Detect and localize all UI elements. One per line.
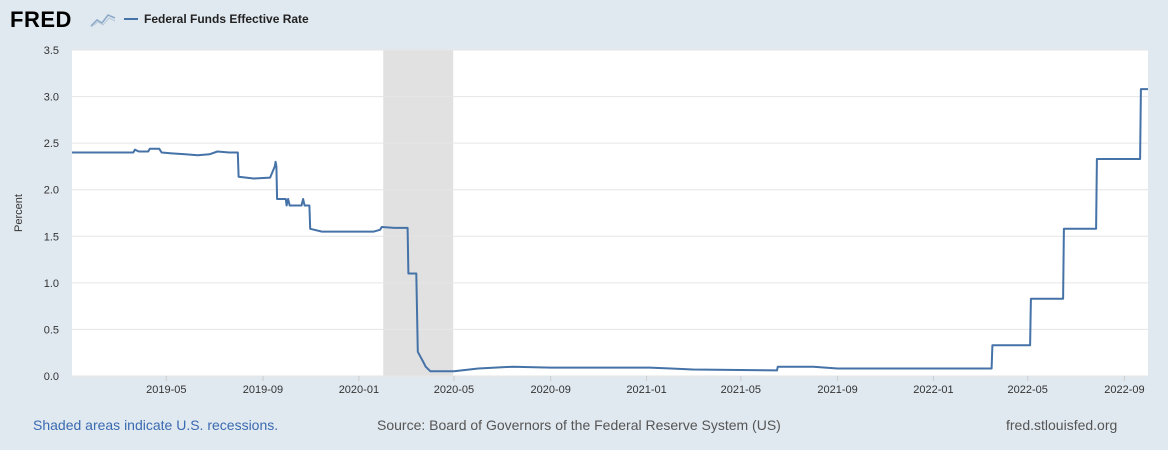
- y-tick-label: 2.5: [44, 138, 59, 150]
- y-axis-label: Percent: [13, 194, 25, 232]
- recession-note: Shaded areas indicate U.S. recessions.: [33, 417, 279, 433]
- y-tick-label: 1.5: [44, 231, 59, 243]
- line-chart-icon: [90, 10, 116, 28]
- source-note: Source: Board of Governors of the Federa…: [377, 417, 781, 433]
- grid-layer: [72, 49, 1148, 377]
- line-chart: 0.00.51.01.52.02.53.03.5 2019-05 2019-09 2…: [13, 45, 1148, 396]
- y-tick-label: 1.0: [44, 278, 59, 290]
- y-tick-label: 0.0: [44, 371, 59, 383]
- plot-area: [72, 50, 1148, 376]
- y-tick-label: 3.0: [44, 92, 59, 104]
- y-tick-layer: 0.0 0.5 1.0 1.5 2.0 2.5 3.0 3.5: [44, 45, 59, 383]
- x-tick-label: 2019-05: [146, 384, 186, 396]
- chart-legend: Federal Funds Effective Rate: [124, 12, 309, 26]
- x-tick-label: 2020-09: [530, 384, 570, 396]
- x-tick-label: 2021-09: [817, 384, 857, 396]
- x-tick-label: 2021-01: [626, 384, 666, 396]
- x-tick-label: 2022-01: [913, 384, 953, 396]
- x-tick-layer: 2019-05 2019-09 2020-01 2020-05 2020-09 2021-…: [146, 376, 1145, 396]
- x-tick-label: 2022-09: [1104, 384, 1144, 396]
- x-tick-label: 2020-05: [434, 384, 474, 396]
- x-tick-label: 2020-01: [339, 384, 379, 396]
- site-link[interactable]: fred.stlouisfed.org: [1006, 417, 1118, 433]
- x-tick-label: 2022-05: [1008, 384, 1048, 396]
- series-line: [72, 88, 1148, 373]
- fred-logo[interactable]: FRED: [10, 7, 72, 32]
- legend-label: Federal Funds Effective Rate: [144, 12, 309, 26]
- y-tick-label: 0.5: [44, 324, 59, 336]
- x-tick-label: 2021-05: [721, 384, 761, 396]
- y-tick-label: 3.5: [44, 45, 59, 57]
- y-tick-label: 2.0: [44, 185, 59, 197]
- x-tick-label: 2019-09: [243, 384, 283, 396]
- legend-swatch: [124, 18, 138, 20]
